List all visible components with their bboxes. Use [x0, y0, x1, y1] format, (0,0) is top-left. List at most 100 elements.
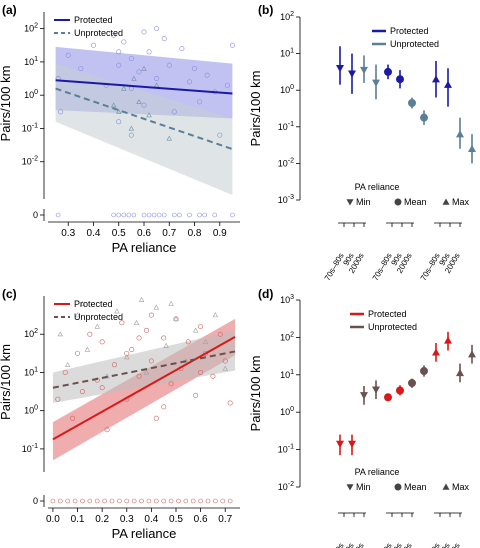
x-axis-label: PA reliance	[112, 526, 177, 541]
protected-data-point	[121, 39, 127, 45]
unprotected-data-point	[222, 365, 228, 371]
unprotected-data-point	[168, 300, 174, 306]
protected-data-point	[217, 331, 223, 337]
protected-data-point	[128, 56, 134, 62]
y-tick-label: 100	[280, 406, 294, 417]
zero-value-point	[139, 498, 144, 504]
zero-value-point	[177, 212, 182, 218]
protected-data-point	[153, 415, 159, 421]
y-tick-label: 0	[33, 496, 38, 506]
panel-letter: (c)	[2, 287, 17, 301]
protected-data-point	[62, 369, 68, 375]
zero-value-point	[176, 498, 181, 504]
y-tick-label: 102	[280, 331, 294, 342]
protected-data-point	[161, 335, 167, 341]
zero-value-point	[205, 498, 211, 504]
pa-reliance-key-label: Mean	[404, 197, 427, 207]
unprotected-data-point	[153, 304, 160, 310]
zero-value-point	[94, 498, 100, 504]
zero-value-point	[213, 498, 218, 504]
protected-data-point	[154, 76, 160, 82]
legend-label: Protected	[368, 309, 407, 319]
protected-data-point	[90, 42, 96, 48]
y-tick-label: 100	[24, 405, 38, 416]
protected-data-point	[111, 32, 117, 38]
estimate-marker	[372, 79, 380, 87]
estimate-marker	[468, 350, 476, 358]
unprotected-data-point	[79, 300, 86, 306]
y-tick-label: 101	[280, 369, 294, 380]
y-tick-label: 10-1	[278, 444, 294, 455]
legend-label: Unprotected	[390, 39, 439, 49]
unprotected-data-point	[121, 85, 127, 91]
unprotected-data-point	[128, 125, 135, 131]
estimate-marker	[336, 65, 344, 73]
y-tick-label: 101	[280, 48, 294, 59]
category-label: 2000s	[395, 542, 414, 548]
estimate-marker	[360, 66, 368, 75]
protected-data-point	[103, 82, 109, 88]
unprotected-data-point	[192, 327, 199, 333]
protected-data-point	[227, 400, 233, 406]
zero-value-point	[111, 212, 116, 218]
y-tick-label: 101	[24, 56, 38, 67]
zero-value-point	[121, 212, 127, 218]
category-label: 70s–80s	[371, 252, 394, 283]
pa-reliance-key-marker	[346, 199, 354, 206]
protected-data-point	[146, 49, 152, 55]
x-tick-label: 0.0	[46, 514, 60, 525]
zero-value-point	[154, 498, 159, 504]
legend-label: Unprotected	[74, 28, 123, 38]
protected-data-point	[229, 42, 235, 48]
x-tick-label: 0.3	[61, 228, 75, 239]
x-axis-label: PA reliance	[112, 240, 177, 255]
zero-value-point	[146, 498, 152, 504]
estimate-marker	[444, 336, 452, 344]
x-tick-label: 0.4	[144, 514, 158, 525]
zero-value-point	[220, 498, 226, 504]
estimate-marker	[444, 80, 452, 88]
zero-value-point	[156, 212, 162, 218]
protected-data-point	[185, 339, 191, 345]
unprotected-data-point	[74, 312, 81, 318]
zero-value-point	[109, 498, 115, 504]
protected-data-point	[198, 324, 204, 330]
protected-data-point	[217, 132, 223, 138]
unprotected-data-point	[138, 297, 145, 302]
x-tick-label: 0.3	[120, 514, 134, 525]
y-tick-label: 10-1	[278, 121, 294, 132]
x-tick-label: 0.8	[188, 228, 202, 239]
protected-data-point	[119, 320, 125, 326]
unprotected-confidence-band	[55, 63, 233, 196]
unprotected-data-point	[94, 323, 100, 329]
unprotected-confidence-band	[52, 330, 236, 404]
estimate-marker	[396, 75, 404, 84]
pa-reliance-key-marker	[394, 483, 402, 491]
protected-data-point	[79, 389, 85, 395]
y-tick-label: 10-2	[22, 156, 38, 167]
category-label: 70s–80s	[323, 252, 346, 283]
x-tick-label: 0.7	[162, 228, 176, 239]
protected-data-point	[204, 72, 210, 78]
estimate-marker	[420, 113, 428, 122]
zero-value-point	[190, 498, 196, 504]
pa-reliance-key-marker	[394, 198, 402, 206]
zero-value-point	[55, 212, 61, 218]
protected-data-point	[70, 415, 76, 421]
y-tick-label: 100	[280, 84, 294, 95]
legend-label: Unprotected	[368, 322, 417, 332]
unprotected-data-point	[114, 308, 120, 314]
protected-data-point	[193, 392, 199, 398]
pa-reliance-key-label: Min	[356, 197, 371, 207]
category-label: 90s	[389, 542, 403, 548]
category-label: 90s	[437, 542, 451, 548]
unprotected-fit-line	[52, 350, 236, 389]
pa-reliance-key-marker	[442, 483, 450, 490]
protected-data-point	[99, 385, 105, 391]
unprotected-data-point	[110, 102, 117, 108]
estimate-marker	[432, 75, 440, 83]
zero-value-point	[198, 498, 203, 504]
protected-data-point	[136, 373, 142, 379]
protected-data-point	[148, 358, 154, 364]
protected-data-point	[171, 109, 177, 115]
